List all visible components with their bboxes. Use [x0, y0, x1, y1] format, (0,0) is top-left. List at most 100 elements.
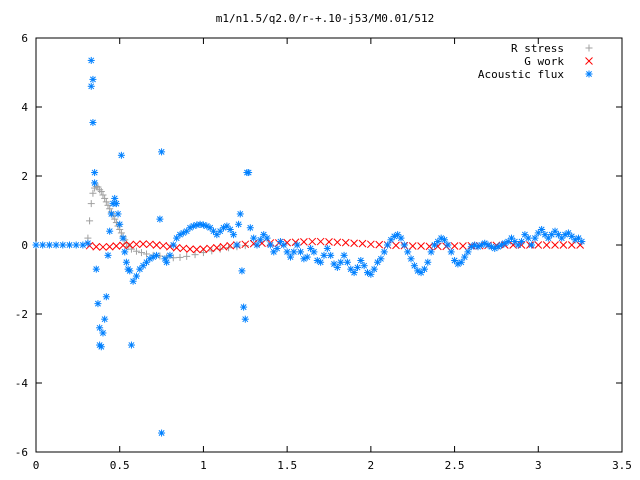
- point-acoustic-flux: [230, 231, 238, 239]
- point-acoustic-flux: [107, 210, 115, 218]
- point-r-stress: [102, 198, 110, 206]
- x-tick-label: 2: [368, 459, 375, 472]
- point-g-work: [559, 241, 568, 249]
- point-r-stress: [97, 188, 105, 196]
- point-acoustic-flux: [59, 241, 67, 249]
- point-acoustic-flux: [424, 258, 432, 266]
- point-acoustic-flux: [531, 234, 539, 242]
- point-r-stress: [111, 215, 119, 223]
- x-tick-label: 2.5: [445, 459, 465, 472]
- point-acoustic-flux: [111, 194, 119, 202]
- point-g-work: [219, 242, 228, 251]
- legend-marker-g-work: [585, 57, 593, 65]
- point-r-stress: [143, 250, 151, 258]
- point-acoustic-flux: [65, 241, 73, 249]
- point-acoustic-flux: [132, 272, 140, 280]
- point-g-work: [92, 242, 101, 251]
- point-acoustic-flux: [94, 300, 102, 308]
- point-r-stress: [86, 217, 94, 225]
- point-acoustic-flux: [156, 215, 164, 223]
- point-r-stress: [112, 219, 120, 227]
- point-acoustic-flux: [350, 269, 358, 277]
- legend-marker-acoustic-flux: [585, 70, 593, 78]
- point-g-work: [179, 244, 188, 253]
- point-acoustic-flux: [360, 262, 368, 270]
- legend-label-r-stress: R stress: [511, 42, 564, 55]
- point-acoustic-flux: [153, 251, 161, 259]
- point-g-work: [367, 240, 375, 249]
- point-acoustic-flux: [89, 119, 97, 127]
- point-acoustic-flux: [464, 248, 472, 256]
- data-marks: [32, 56, 586, 437]
- point-g-work: [392, 241, 400, 250]
- point-g-work: [159, 241, 168, 250]
- point-g-work: [199, 245, 208, 253]
- point-g-work: [119, 241, 127, 250]
- point-acoustic-flux: [400, 241, 408, 249]
- point-g-work: [341, 238, 350, 247]
- point-acoustic-flux: [121, 248, 129, 256]
- point-acoustic-flux: [397, 234, 405, 242]
- point-acoustic-flux: [92, 265, 100, 273]
- point-acoustic-flux: [286, 253, 294, 261]
- point-g-work: [316, 237, 325, 246]
- point-r-stress: [122, 239, 130, 247]
- point-acoustic-flux: [45, 241, 53, 249]
- point-g-work: [333, 238, 342, 247]
- point-acoustic-flux: [310, 248, 318, 256]
- point-acoustic-flux: [437, 234, 445, 242]
- point-acoustic-flux: [126, 267, 134, 275]
- point-acoustic-flux: [163, 258, 171, 266]
- point-g-work: [417, 242, 425, 250]
- point-r-stress: [87, 200, 95, 208]
- point-acoustic-flux: [471, 241, 479, 249]
- point-acoustic-flux: [528, 241, 536, 249]
- point-r-stress: [99, 191, 107, 199]
- point-r-stress: [191, 251, 199, 259]
- point-acoustic-flux: [241, 315, 249, 323]
- point-g-work: [206, 244, 214, 253]
- point-acoustic-flux: [320, 251, 328, 259]
- point-acoustic-flux: [273, 244, 281, 252]
- point-acoustic-flux: [390, 232, 398, 240]
- point-g-work: [450, 242, 459, 250]
- point-acoustic-flux: [236, 210, 244, 218]
- point-acoustic-flux: [245, 169, 253, 177]
- point-acoustic-flux: [518, 238, 526, 246]
- x-tick-label: 1: [200, 459, 207, 472]
- point-r-stress: [106, 205, 114, 213]
- point-r-stress: [96, 186, 104, 194]
- x-tick-label: 1.5: [277, 459, 297, 472]
- point-acoustic-flux: [427, 248, 435, 256]
- point-acoustic-flux: [447, 248, 455, 256]
- point-acoustic-flux: [84, 239, 92, 247]
- series-acoustic-flux: [32, 56, 586, 437]
- point-acoustic-flux: [558, 234, 566, 242]
- point-r-stress: [176, 253, 184, 261]
- y-tick-label: -2: [15, 308, 28, 321]
- point-acoustic-flux: [290, 248, 298, 256]
- point-acoustic-flux: [79, 241, 87, 249]
- point-acoustic-flux: [235, 220, 243, 228]
- point-acoustic-flux: [240, 303, 248, 311]
- point-acoustic-flux: [377, 255, 385, 263]
- point-acoustic-flux: [441, 236, 449, 244]
- point-acoustic-flux: [169, 241, 177, 249]
- point-g-work: [375, 240, 384, 249]
- point-g-work: [358, 239, 367, 248]
- y-tick-label: 0: [21, 239, 28, 252]
- point-acoustic-flux: [238, 267, 246, 275]
- point-acoustic-flux: [544, 234, 552, 242]
- legend-label-acoustic-flux: Acoustic flux: [478, 68, 564, 81]
- point-acoustic-flux: [39, 241, 47, 249]
- point-acoustic-flux: [343, 258, 351, 266]
- y-tick-label: -4: [15, 377, 29, 390]
- point-acoustic-flux: [457, 258, 465, 266]
- axis-ticks: 0 0.5 1 1.5 2 2.5 3 3.5 6 4 2 0 -2 -4 -6: [15, 32, 632, 472]
- y-tick-label: 4: [21, 101, 28, 114]
- point-acoustic-flux: [158, 148, 166, 156]
- point-acoustic-flux: [404, 248, 412, 256]
- point-acoustic-flux: [340, 251, 348, 259]
- point-acoustic-flux: [370, 265, 378, 273]
